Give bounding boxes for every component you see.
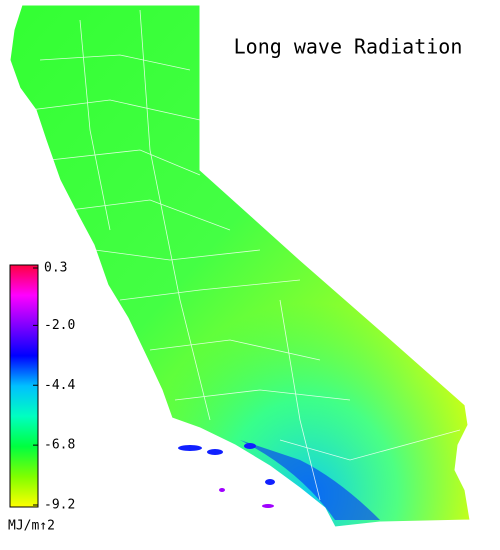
colorbar: 0.3 -2.0 -4.4 -6.8 -9.2 [9,261,75,513]
colorbar-tick-label: 0.3 [44,261,67,276]
colorbar-tick-label: -2.0 [44,318,75,333]
colorbar-tick-label: -4.4 [44,378,75,393]
map-title: Long wave Radiation [234,35,463,59]
colorbar-tick-label: -6.8 [44,438,75,453]
colorbar-scale [9,264,39,508]
colorbar-tick-label: -9.2 [44,498,75,513]
colorbar-unit: MJ/m↑2 [8,519,55,534]
